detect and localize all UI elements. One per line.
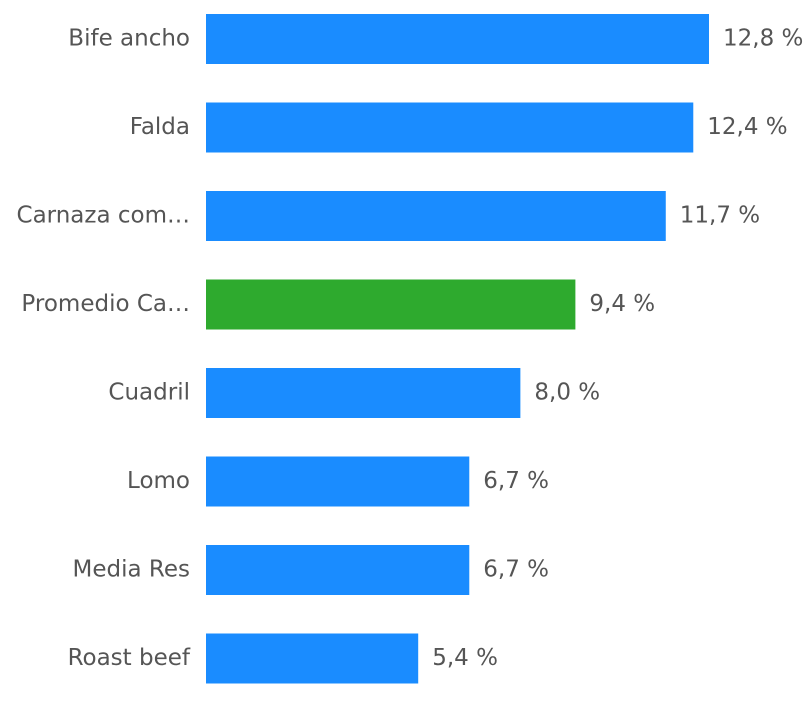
value-label: 9,4 %	[589, 291, 655, 317]
bar	[206, 279, 576, 330]
category-label: Media Res	[73, 557, 190, 583]
bar	[206, 14, 709, 64]
value-label: 5,4 %	[432, 645, 498, 671]
value-label: 12,8 %	[723, 26, 803, 52]
bar	[206, 368, 521, 418]
category-label: Falda	[130, 114, 190, 140]
category-label: Carnaza com…	[17, 203, 190, 229]
category-label: Roast beef	[68, 645, 191, 671]
bar	[206, 545, 470, 595]
bar	[206, 456, 470, 507]
category-label: Promedio Ca…	[21, 291, 190, 317]
bar	[206, 191, 666, 241]
value-label: 8,0 %	[534, 380, 600, 406]
bar	[206, 102, 694, 153]
category-label: Lomo	[127, 468, 190, 494]
value-label: 12,4 %	[707, 114, 787, 140]
bar	[206, 633, 419, 684]
value-label: 6,7 %	[483, 468, 549, 494]
value-label: 11,7 %	[680, 203, 760, 229]
value-label: 6,7 %	[483, 557, 549, 583]
category-label: Cuadril	[108, 380, 190, 406]
category-label: Bife ancho	[68, 26, 190, 52]
